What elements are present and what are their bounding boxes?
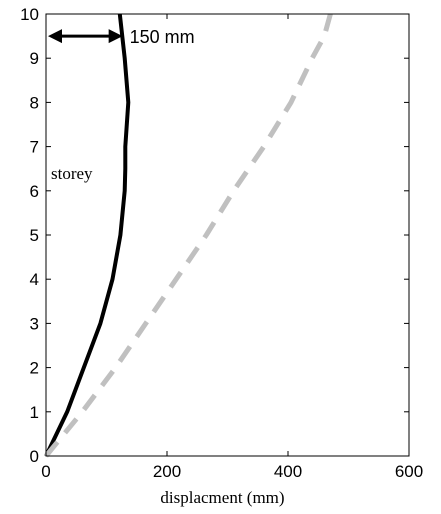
y-tick-label-2: 2 bbox=[30, 359, 39, 378]
y-tick-label-9: 9 bbox=[30, 49, 39, 68]
x-tick-label-600: 600 bbox=[395, 462, 423, 481]
y-tick-label-7: 7 bbox=[30, 138, 39, 157]
plot-background bbox=[46, 14, 409, 456]
annotation-arrowhead-left bbox=[48, 29, 62, 44]
y-tick-label-4: 4 bbox=[30, 270, 39, 289]
y-tick-label-10: 10 bbox=[20, 5, 39, 24]
x-tick-label-0: 0 bbox=[41, 462, 50, 481]
x-tick-label-200: 200 bbox=[153, 462, 181, 481]
y-tick-label-5: 5 bbox=[30, 226, 39, 245]
annotation-arrowhead-right bbox=[108, 29, 123, 44]
x-tick-label-400: 400 bbox=[274, 462, 302, 481]
y-tick-label-8: 8 bbox=[30, 93, 39, 112]
x-axis-title: displacment (mm) bbox=[160, 488, 284, 507]
y-tick-label-3: 3 bbox=[30, 314, 39, 333]
y-axis-title: storey bbox=[51, 164, 93, 183]
series-line-1-solid bbox=[44, 13, 131, 457]
axis-layer: 0 200 400 600 0 1 2 3 4 5 6 7 8 9 10 displacment (mm) st… bbox=[20, 5, 423, 507]
series-layer bbox=[44, 13, 333, 458]
annotation-layer: 150 mm bbox=[48, 27, 195, 47]
y-tick-label-0: 0 bbox=[30, 447, 39, 466]
y-tick-label-1: 1 bbox=[30, 403, 39, 422]
y-tick-label-6: 6 bbox=[30, 182, 39, 201]
annotation-label: 150 mm bbox=[130, 27, 195, 47]
series-line-2-dashed bbox=[44, 13, 333, 458]
plot-area bbox=[46, 14, 409, 456]
